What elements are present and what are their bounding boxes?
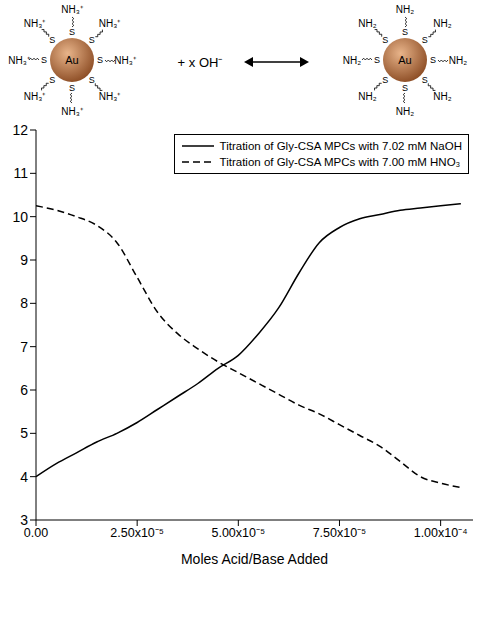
- svg-text:NH₂: NH₂: [433, 91, 451, 102]
- svg-text:Au: Au: [65, 54, 78, 66]
- svg-text:S: S: [89, 35, 95, 45]
- svg-text:3: 3: [20, 512, 28, 528]
- svg-text:1.00x10⁻⁴: 1.00x10⁻⁴: [414, 526, 468, 540]
- svg-text:Moles Acid/Base Added: Moles Acid/Base Added: [181, 551, 328, 567]
- svg-text:12: 12: [12, 122, 28, 138]
- svg-text:NH₂: NH₂: [433, 18, 451, 29]
- svg-text:NH₃⁺: NH₃⁺: [99, 91, 122, 102]
- html-text:Titration of Gly-CSA MPCs with: Titration of Gly-CSA MPCs with 7.02 mM N…: [219, 140, 462, 152]
- svg-text:S: S: [374, 55, 380, 65]
- svg-text:4: 4: [20, 469, 28, 485]
- svg-text:NH₃⁺: NH₃⁺: [114, 55, 137, 66]
- svg-text:NH₂: NH₂: [449, 55, 467, 66]
- svg-text:S: S: [382, 35, 388, 45]
- svg-text:NH₂: NH₂: [358, 18, 376, 29]
- svg-text:NH₂: NH₂: [396, 106, 414, 117]
- svg-text:NH₃⁺: NH₃⁺: [24, 91, 47, 102]
- svg-text:Au: Au: [398, 54, 411, 66]
- svg-text:S: S: [402, 27, 408, 37]
- svg-text:+ x OH⁻: + x OH⁻: [178, 55, 223, 70]
- svg-text:S: S: [382, 75, 388, 85]
- svg-text:S: S: [97, 55, 103, 65]
- svg-text:NH₂: NH₂: [343, 55, 361, 66]
- svg-text:9: 9: [20, 252, 28, 268]
- svg-text:NH₃⁺: NH₃⁺: [61, 4, 84, 15]
- svg-text:7.50x10⁻⁵: 7.50x10⁻⁵: [313, 526, 367, 540]
- svg-text:S: S: [49, 75, 55, 85]
- svg-text:S: S: [69, 27, 75, 37]
- svg-text:0.00: 0.00: [23, 525, 49, 540]
- svg-text:NH₃⁺: NH₃⁺: [99, 18, 122, 29]
- svg-text:S: S: [430, 55, 436, 65]
- svg-text:NH₃⁺: NH₃⁺: [8, 55, 31, 66]
- svg-text:7: 7: [20, 339, 28, 355]
- svg-text:S: S: [422, 75, 428, 85]
- svg-text:10: 10: [12, 209, 28, 225]
- svg-text:NH₃⁺: NH₃⁺: [61, 106, 84, 117]
- svg-text:11: 11: [13, 165, 28, 181]
- svg-text:6: 6: [20, 382, 28, 398]
- svg-text:2.50x10⁻⁵: 2.50x10⁻⁵: [110, 526, 164, 540]
- svg-text:S: S: [402, 83, 408, 93]
- svg-text:NH₂: NH₂: [358, 91, 376, 102]
- svg-text:S: S: [422, 35, 428, 45]
- svg-text:8: 8: [20, 295, 28, 311]
- svg-text:S: S: [41, 55, 47, 65]
- svg-text:5.00x10⁻⁵: 5.00x10⁻⁵: [211, 526, 265, 540]
- svg-text:5: 5: [20, 425, 28, 441]
- html-text:Titration of Gly-CSA MPCs with: Titration of Gly-CSA MPCs with 7.00 mM H…: [219, 156, 461, 168]
- svg-text:S: S: [49, 35, 55, 45]
- svg-text:S: S: [89, 75, 95, 85]
- svg-text:NH₂: NH₂: [396, 4, 414, 15]
- svg-text:S: S: [69, 83, 75, 93]
- svg-text:NH₃⁺: NH₃⁺: [24, 18, 47, 29]
